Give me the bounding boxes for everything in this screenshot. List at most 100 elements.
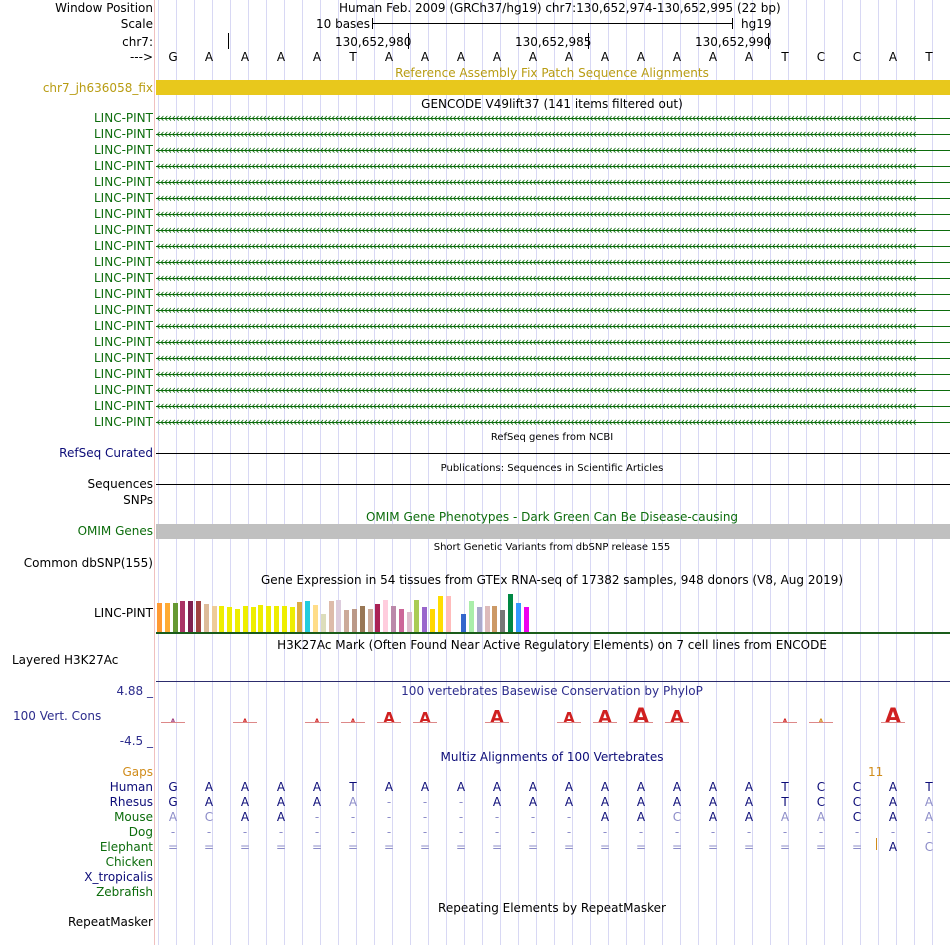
gencode-item-label[interactable]: LINC-PINT [94, 415, 153, 429]
gencode-item-label[interactable]: LINC-PINT [94, 319, 153, 333]
gtex-tissue-bar[interactable] [367, 609, 373, 632]
gtex-tissue-bar[interactable] [274, 606, 279, 632]
gencode-item-label[interactable]: LINC-PINT [94, 271, 153, 285]
gtex-tissue-bar[interactable] [492, 606, 498, 632]
multiz-base: A [744, 780, 754, 794]
multiz-species-label[interactable]: Zebrafish [96, 885, 153, 899]
gtex-tissue-bar[interactable] [515, 603, 521, 632]
gencode-transcript-line [156, 422, 950, 423]
gtex-tissue-bar[interactable] [476, 607, 482, 632]
multiz-species-label[interactable]: Elephant [99, 840, 153, 854]
gtex-tissue-bar[interactable] [398, 609, 404, 632]
multiz-species-label[interactable]: Human [109, 780, 153, 794]
gencode-transcript-line [156, 406, 950, 407]
gtex-tissue-bar[interactable] [196, 601, 201, 632]
gtex-tissue-bar[interactable] [359, 606, 365, 632]
phylop-logo-letter: A [563, 709, 575, 727]
gtex-tissue-bar[interactable] [328, 601, 334, 632]
gencode-item-label[interactable]: LINC-PINT [94, 399, 153, 413]
multiz-base: = [707, 840, 719, 854]
gtex-tissue-bar[interactable] [219, 606, 225, 632]
gencode-item-label[interactable]: LINC-PINT [94, 143, 153, 157]
gtex-tissue-bar[interactable] [157, 603, 162, 632]
gencode-item-label[interactable]: LINC-PINT [94, 383, 153, 397]
gtex-tissue-bar[interactable] [297, 602, 303, 632]
gencode-item-label[interactable]: LINC-PINT [94, 111, 153, 125]
gtex-tissue-bar[interactable] [375, 604, 381, 632]
window-position-value[interactable]: Human Feb. 2009 (GRCh37/hg19) chr7:130,6… [339, 1, 781, 15]
omim-bar[interactable] [156, 524, 950, 539]
gtex-tissue-bar[interactable] [406, 612, 412, 632]
multiz-species-label[interactable]: Dog [128, 825, 153, 839]
gtex-tissue-bar[interactable] [250, 607, 256, 632]
gencode-item-label[interactable]: LINC-PINT [94, 351, 153, 365]
gencode-item-label[interactable]: LINC-PINT [94, 207, 153, 221]
gtex-tissue-bar[interactable] [203, 604, 209, 632]
gtex-tissue-bar[interactable] [188, 601, 194, 632]
gtex-tissue-bar[interactable] [422, 607, 428, 632]
gtex-tissue-bar[interactable] [235, 609, 240, 632]
gtex-tissue-bar[interactable] [352, 609, 357, 632]
fix-patch-alignment-bar[interactable] [156, 80, 950, 95]
gtex-tissue-bar[interactable] [414, 600, 420, 632]
gtex-tissue-bar[interactable] [320, 614, 326, 632]
gtex-tissue-bar[interactable] [313, 605, 318, 632]
gencode-item-label[interactable]: LINC-PINT [94, 335, 153, 349]
gencode-item-label[interactable]: LINC-PINT [94, 255, 153, 269]
phylop-track-label[interactable]: 100 Vert. Cons [13, 709, 102, 723]
gtex-tissue-bar[interactable] [164, 603, 170, 632]
gtex-tissue-bar[interactable] [453, 614, 459, 632]
refseq-track-label[interactable]: RefSeq Curated [59, 446, 153, 460]
gtex-tissue-bar[interactable] [227, 607, 233, 632]
gtex-tissue-bar[interactable] [266, 606, 272, 632]
multiz-species-label[interactable]: Mouse [114, 810, 153, 824]
gtex-tissue-bar[interactable] [508, 594, 513, 632]
gtex-track-label[interactable]: LINC-PINT [94, 606, 153, 620]
gtex-tissue-bar[interactable] [242, 606, 248, 632]
gtex-tissue-bar[interactable] [445, 596, 451, 632]
dbsnp-track-label[interactable]: Common dbSNP(155) [23, 556, 153, 570]
gtex-tissue-bar[interactable] [172, 603, 178, 632]
gtex-tissue-bar[interactable] [281, 606, 287, 632]
base-letter: T [349, 50, 357, 64]
multiz-species-label[interactable]: Chicken [105, 855, 153, 869]
omim-track-label[interactable]: OMIM Genes [77, 524, 153, 538]
gtex-tissue-bar[interactable] [289, 607, 295, 632]
gtex-tissue-bar[interactable] [305, 601, 311, 632]
gtex-tissue-bar[interactable] [344, 610, 350, 632]
gencode-item-label[interactable]: LINC-PINT [94, 303, 153, 317]
repeatmasker-track-label[interactable]: RepeatMasker [67, 915, 153, 929]
multiz-base: - [170, 825, 176, 839]
gtex-tissue-bar[interactable] [523, 607, 529, 632]
gtex-tissue-bar[interactable] [484, 606, 490, 632]
gtex-tissue-bar[interactable] [469, 601, 474, 632]
gtex-tissue-bar[interactable] [336, 600, 342, 632]
gencode-item-label[interactable]: LINC-PINT [94, 175, 153, 189]
h3k27ac-track-label[interactable]: Layered H3K27Ac [12, 653, 119, 667]
multiz-species-label[interactable]: X_tropicalis [84, 870, 153, 884]
gencode-item-label[interactable]: LINC-PINT [94, 367, 153, 381]
snps-track-label[interactable]: SNPs [123, 493, 153, 507]
gtex-tissue-bar[interactable] [500, 610, 506, 632]
gtex-tissue-bar[interactable] [461, 614, 467, 632]
gtex-tissue-bar[interactable] [437, 596, 443, 632]
gtex-expression-chart[interactable] [157, 587, 537, 632]
gtex-tissue-bar[interactable] [211, 606, 217, 632]
multiz-base: C [852, 795, 862, 809]
gencode-item-label[interactable]: LINC-PINT [94, 239, 153, 253]
gencode-item-label[interactable]: LINC-PINT [94, 191, 153, 205]
publications-track-label[interactable]: Sequences [87, 477, 153, 491]
multiz-base: - [674, 825, 680, 839]
multiz-species-label[interactable]: Rhesus [109, 795, 153, 809]
gtex-tissue-bar[interactable] [391, 606, 396, 632]
gencode-item-label[interactable]: LINC-PINT [94, 223, 153, 237]
gencode-item-label[interactable]: LINC-PINT [94, 287, 153, 301]
gtex-tissue-bar[interactable] [430, 609, 435, 632]
gtex-tissue-bar[interactable] [383, 600, 389, 632]
gtex-tissue-bar[interactable] [180, 601, 186, 632]
gencode-item-label[interactable]: LINC-PINT [94, 159, 153, 173]
fix-patch-item-label[interactable]: chr7_jh636058_fix [42, 81, 153, 95]
gencode-item-label[interactable]: LINC-PINT [94, 127, 153, 141]
gtex-tissue-bar[interactable] [258, 605, 264, 632]
